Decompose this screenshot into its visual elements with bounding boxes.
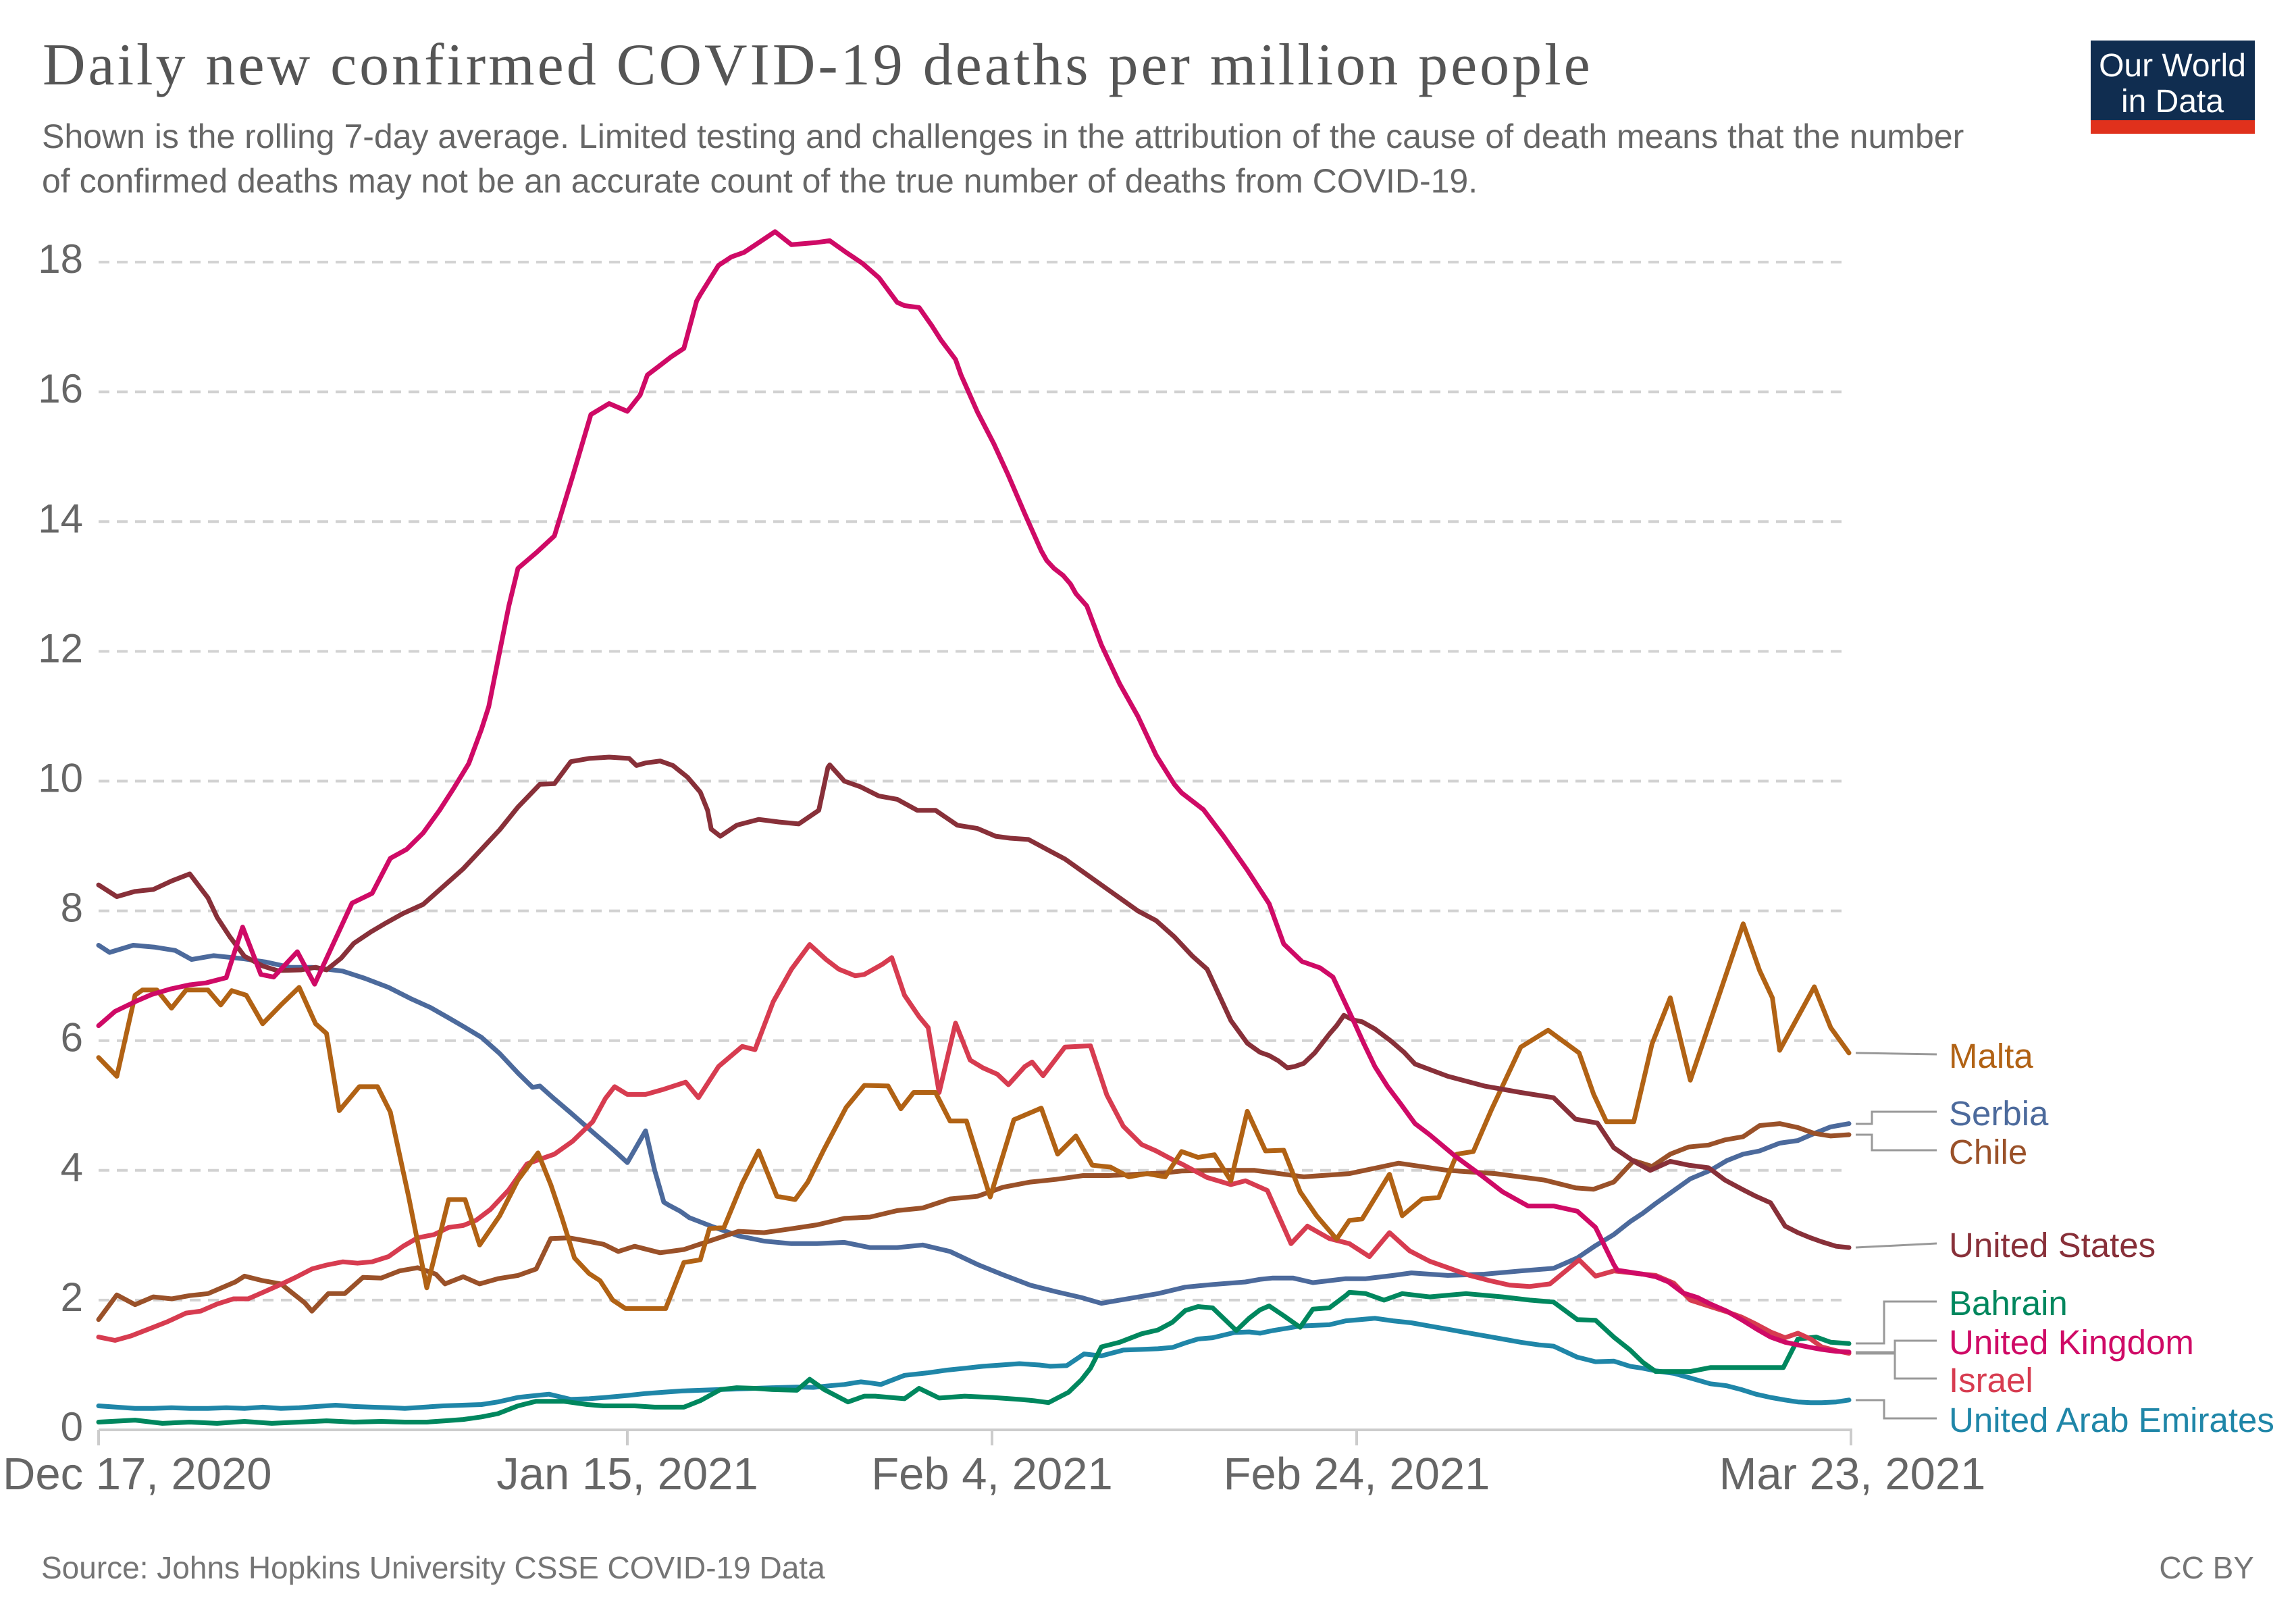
svg-text:0: 0	[61, 1404, 83, 1449]
svg-text:8: 8	[61, 885, 83, 931]
svg-text:Jan 15, 2021: Jan 15, 2021	[496, 1449, 758, 1499]
svg-text:CC BY: CC BY	[2159, 1550, 2254, 1585]
svg-text:Chile: Chile	[1949, 1133, 2027, 1171]
svg-text:United Arab Emirates: United Arab Emirates	[1949, 1401, 2274, 1439]
svg-text:Our World: Our World	[2099, 48, 2246, 84]
svg-text:Israel: Israel	[1949, 1361, 2033, 1399]
svg-text:18: 18	[38, 236, 83, 282]
svg-text:Source: Johns Hopkins Universi: Source: Johns Hopkins University CSSE CO…	[41, 1550, 825, 1585]
svg-text:Bahrain: Bahrain	[1949, 1284, 2068, 1322]
svg-text:United States: United States	[1949, 1226, 2156, 1264]
svg-text:United Kingdom: United Kingdom	[1949, 1323, 2194, 1362]
svg-text:Serbia: Serbia	[1949, 1094, 2049, 1133]
svg-text:4: 4	[61, 1145, 83, 1190]
svg-text:Malta: Malta	[1949, 1037, 2033, 1075]
svg-text:in Data: in Data	[2121, 84, 2224, 120]
svg-text:Feb 4, 2021: Feb 4, 2021	[871, 1449, 1113, 1499]
svg-text:10: 10	[38, 756, 83, 801]
svg-text:2: 2	[61, 1275, 83, 1320]
svg-text:Shown is the rolling 7-day ave: Shown is the rolling 7-day average. Limi…	[42, 118, 1964, 155]
svg-text:14: 14	[38, 496, 83, 541]
svg-text:6: 6	[61, 1015, 83, 1060]
svg-text:16: 16	[38, 366, 83, 411]
svg-text:Daily new confirmed COVID-19 d: Daily new confirmed COVID-19 deaths per …	[43, 32, 1593, 98]
svg-text:of confirmed deaths may not be: of confirmed deaths may not be an accura…	[42, 162, 1478, 200]
svg-text:Dec 17, 2020: Dec 17, 2020	[3, 1449, 272, 1499]
svg-text:Mar 23, 2021: Mar 23, 2021	[1719, 1449, 1986, 1499]
svg-text:12: 12	[38, 625, 83, 671]
svg-text:Feb 24, 2021: Feb 24, 2021	[1224, 1449, 1490, 1499]
